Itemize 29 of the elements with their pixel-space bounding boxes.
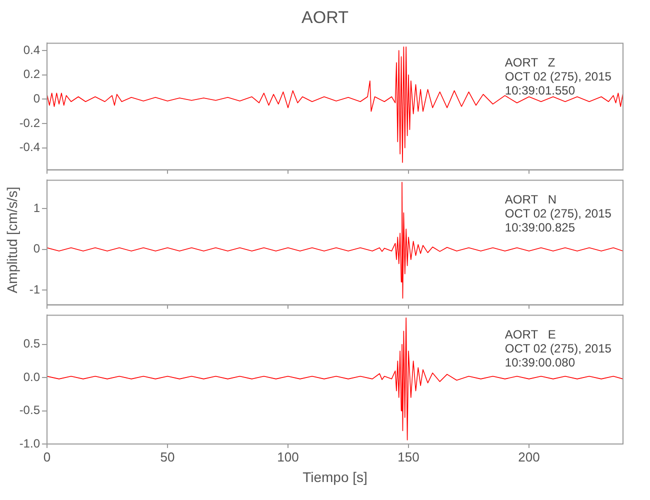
x-tick-label: 200 [518,449,540,464]
y-tick-label: 0.2 [23,67,40,82]
x-tick-label: 100 [277,449,299,464]
y-tick-label: 1 [33,201,40,216]
y-tick-label: -0.4 [19,140,40,154]
x-tick-label: 150 [398,449,420,464]
y-tick-label: 0 [33,92,40,106]
annotation: OCT 02 (275), 2015 [504,70,612,84]
chart-title: AORT [300,8,350,28]
annotation: OCT 02 (275), 2015 [504,342,612,356]
annotation: AORT Z [504,56,556,70]
y-tick-label: 0 [33,242,40,256]
annotation: AORT E [504,328,556,342]
annotation: AORT N [504,192,556,207]
x-tick-label: 0 [43,449,51,464]
x-axis-title: Tiempo [s] [302,469,368,485]
x-tick-label: 50 [160,449,175,464]
y-tick-label: -0.2 [19,116,40,130]
annotation: OCT 02 (275), 2015 [504,206,612,221]
y-tick-label: 0.0 [23,370,40,384]
annotation: 10:39:00.080 [504,356,576,370]
y-tick-label: 0.4 [23,42,40,57]
y-tick-label: -0.5 [19,403,40,418]
y-tick-label: -1.0 [19,436,40,450]
annotation: 10:39:01.550 [504,84,576,98]
y-tick-label: -1 [29,282,40,296]
y-axis-title: Amplitud [cm/s/s] [4,186,20,296]
annotation: 10:39:00.825 [504,220,576,235]
y-tick-label: 0.5 [23,336,40,351]
